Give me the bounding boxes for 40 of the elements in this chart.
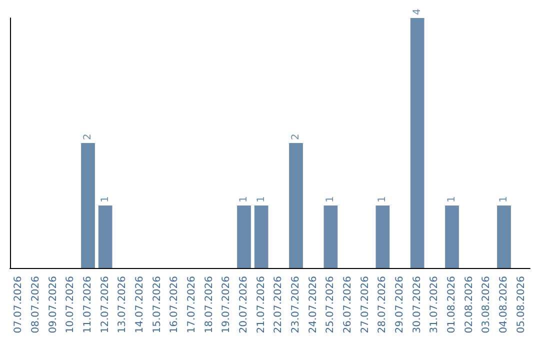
- x-tick-label: 14.07.2026: [134, 276, 146, 334]
- x-tick-label: 24.07.2026: [308, 276, 319, 334]
- x-tick-label: 08.07.2026: [30, 276, 42, 334]
- x-tick-label: 28.07.2026: [377, 276, 388, 334]
- x-tick-label: 05.08.2026: [516, 276, 527, 334]
- x-tick-label: 19.07.2026: [221, 276, 232, 334]
- data-label: 2: [82, 134, 94, 140]
- x-tick-label: 07.07.2026: [13, 276, 24, 334]
- x-tick-label: 04.08.2026: [498, 276, 510, 334]
- data-label: 1: [498, 196, 510, 202]
- data-label: 1: [256, 196, 267, 202]
- x-tick-label: 12.07.2026: [100, 276, 111, 334]
- x-tick-label: 16.07.2026: [169, 276, 180, 334]
- x-tick-label: 13.07.2026: [117, 276, 128, 334]
- x-tick-label: 10.07.2026: [65, 276, 76, 334]
- x-tick-label: 17.07.2026: [186, 276, 198, 334]
- x-tick-label: 22.07.2026: [273, 276, 284, 334]
- x-tick-label: 11.07.2026: [82, 276, 94, 334]
- x-tick-label: 18.07.2026: [204, 276, 215, 334]
- data-label: 2: [290, 134, 302, 140]
- data-label: 1: [100, 196, 111, 202]
- x-tick-label: 01.08.2026: [446, 276, 458, 334]
- x-tick-label: 09.07.2026: [48, 276, 59, 334]
- data-label: 4: [412, 8, 423, 15]
- x-tick-label: 20.07.2026: [238, 276, 250, 334]
- x-tick-label: 26.07.2026: [342, 276, 354, 334]
- x-tick-label: 30.07.2026: [412, 276, 423, 334]
- x-tick-label: 25.07.2026: [325, 276, 336, 334]
- x-tick-label: 27.07.2026: [360, 276, 371, 334]
- x-tick-label: 31.07.2026: [429, 276, 440, 334]
- data-label: 1: [446, 196, 458, 202]
- data-label: 1: [377, 196, 388, 202]
- x-tick-label: 21.07.2026: [256, 276, 267, 334]
- x-tick-label: 15.07.2026: [152, 276, 163, 334]
- x-tick-label: 03.08.2026: [481, 276, 492, 334]
- data-label: 1: [325, 196, 336, 202]
- x-tick-label: 02.08.2026: [464, 276, 475, 334]
- data-label: 1: [238, 196, 250, 202]
- x-tick-label: 29.07.2026: [394, 276, 406, 334]
- x-tick-label: 23.07.2026: [290, 276, 302, 334]
